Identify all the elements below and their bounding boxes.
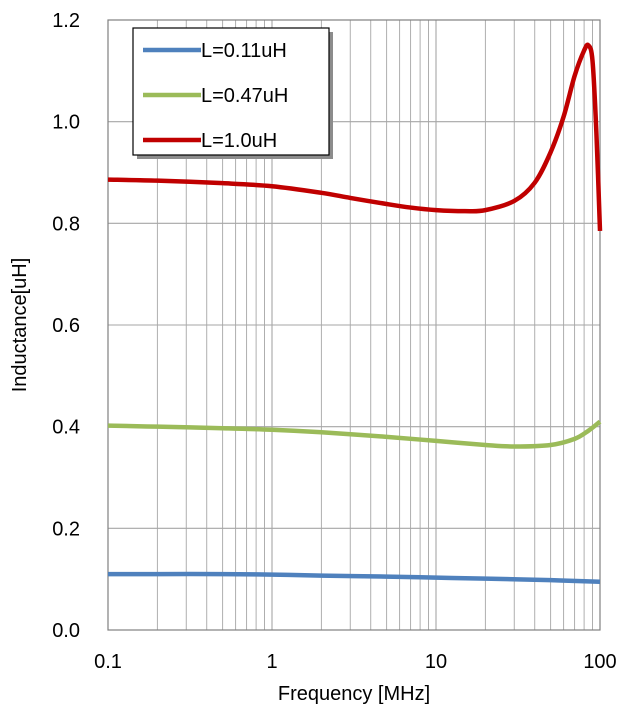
- legend-label: L=0.11uH: [201, 40, 287, 62]
- series-line-1: [108, 571, 601, 584]
- y-axis-title: Inductance[uH]: [9, 258, 31, 393]
- tick-labels: 0.0 0.2 0.4 0.6 0.8 1.0 1.2 0.1 1 10 100: [52, 10, 617, 673]
- y-tick-label: 0.8: [52, 213, 80, 235]
- y-tick-label: 1.0: [52, 112, 80, 134]
- x-tick-label: 1: [266, 651, 277, 673]
- y-tick-label: 0.6: [52, 315, 80, 337]
- legend-label: L=1.0uH: [201, 130, 277, 152]
- legend-label: L=0.47uH: [201, 85, 288, 107]
- plot-area: [107, 19, 601, 631]
- y-tick-label: 0.4: [52, 417, 80, 439]
- series-lines: [107, 42, 603, 584]
- y-tick-label: 0.2: [52, 518, 80, 540]
- y-tick-label: 0.0: [52, 620, 80, 642]
- legend: L=0.11uH L=0.47uH L=1.0uH: [132, 27, 333, 159]
- series-line-3: [107, 42, 603, 232]
- y-tick-label: 1.2: [52, 10, 80, 32]
- x-tick-label: 0.1: [94, 651, 122, 673]
- x-axis-title: Frequency [MHz]: [278, 683, 430, 705]
- x-tick-label: 100: [583, 651, 616, 673]
- series-line-2: [107, 419, 602, 449]
- x-tick-label: 10: [425, 651, 447, 673]
